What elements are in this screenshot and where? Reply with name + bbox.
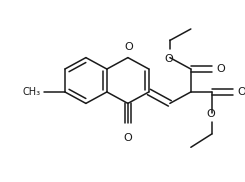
Text: O: O (123, 133, 132, 143)
Text: O: O (124, 42, 133, 52)
Text: O: O (217, 64, 225, 74)
Text: CH₃: CH₃ (23, 87, 41, 97)
Text: O: O (207, 109, 215, 119)
Text: O: O (238, 87, 245, 97)
Text: O: O (165, 54, 173, 64)
